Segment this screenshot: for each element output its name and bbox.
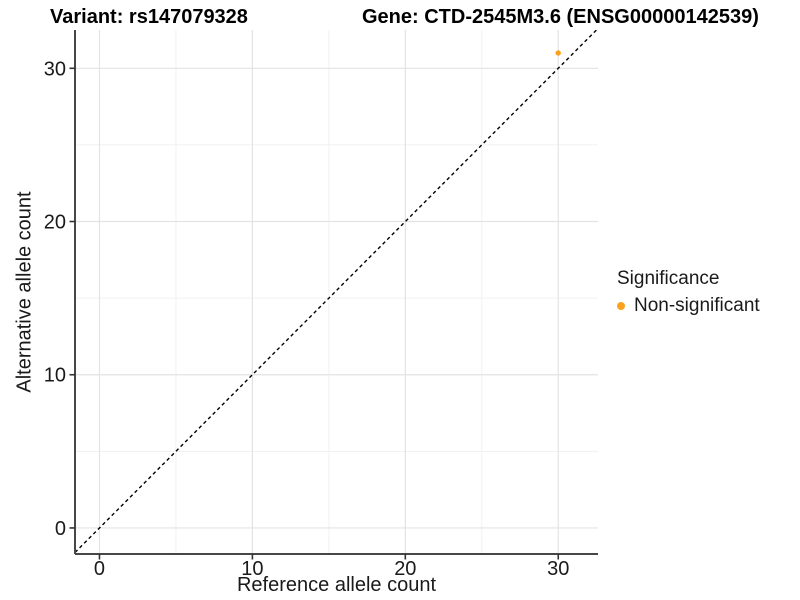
legend-title: Significance xyxy=(617,268,720,289)
legend-items: Non-significant xyxy=(617,295,760,317)
x-axis-title: Reference allele count xyxy=(236,574,436,596)
y-tick-label: 20 xyxy=(44,212,66,234)
variant-title: Variant: rs147079328 xyxy=(50,6,248,28)
y-tick-label: 30 xyxy=(44,58,66,80)
x-tick-label: 10 xyxy=(241,558,263,580)
x-tick-label: 30 xyxy=(547,558,569,580)
gene-title: Gene: CTD-2545M3.6 (ENSG00000142539) xyxy=(362,6,759,28)
x-tick-label: 0 xyxy=(94,558,105,580)
legend: Significance Non-significant xyxy=(617,268,760,317)
x-tick-label: 20 xyxy=(394,558,416,580)
y-tick-label: 0 xyxy=(55,518,66,540)
legend-item: Non-significant xyxy=(617,295,760,317)
legend-key-dot-icon xyxy=(617,302,625,310)
y-axis-title: Alternative allele count xyxy=(13,191,36,393)
legend-item-label: Non-significant xyxy=(634,295,760,316)
identity-line xyxy=(75,30,598,553)
data-point xyxy=(555,50,561,56)
y-tick-label: 10 xyxy=(44,365,66,387)
